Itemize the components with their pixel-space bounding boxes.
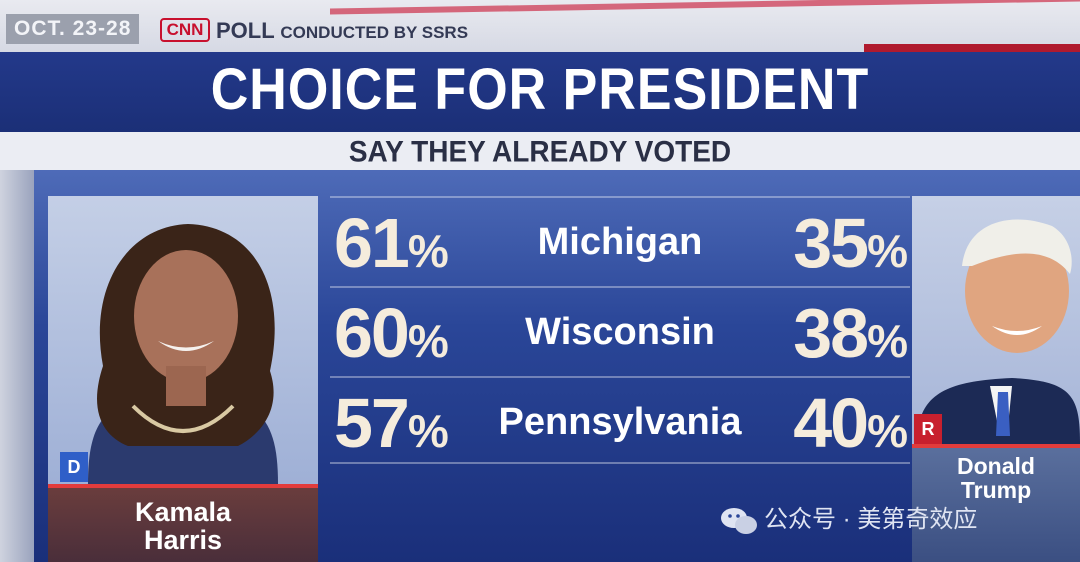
state-name: Wisconsin [525, 311, 715, 353]
percent-value: 35 [793, 204, 869, 282]
trump-percent: 40% [793, 384, 908, 470]
trump-percent: 38% [793, 294, 908, 380]
percent-value: 38 [793, 294, 869, 372]
candidate-name-bar-right: Donald Trump [912, 444, 1080, 562]
portrait-illustration [88, 224, 278, 484]
percent-value: 60 [334, 294, 410, 372]
percent-sign: % [867, 405, 908, 457]
page-title: CHOICE FOR PRESIDENT [210, 57, 870, 123]
percent-value: 40 [793, 384, 869, 462]
cnn-logo: CNN [160, 18, 210, 42]
harris-percent: 60% [334, 294, 449, 380]
date-tag: OCT. 23-28 [6, 14, 140, 44]
screen-edge [0, 170, 34, 562]
page-subtitle: SAY THEY ALREADY VOTED [348, 135, 732, 168]
percent-sign: % [407, 405, 449, 457]
candidate-photo-trump [912, 196, 1080, 444]
candidate-photo-harris [48, 196, 318, 484]
title-bar: CHOICE FOR PRESIDENT [0, 52, 1080, 132]
conducted-by: CONDUCTED BY SSRS [280, 23, 469, 42]
state-name: Pennsylvania [498, 401, 742, 443]
poll-label: POLL CONDUCTED BY SSRS [216, 18, 468, 44]
portrait-illustration [917, 219, 1080, 444]
state-name: Michigan [537, 221, 703, 263]
harris-percent: 61% [334, 204, 449, 290]
top-banner: OCT. 23-28 CNN POLL CONDUCTED BY SSRS [0, 0, 1080, 52]
percent-value: 57 [334, 384, 410, 462]
percent-sign: % [867, 225, 908, 277]
percent-value: 61 [334, 204, 410, 282]
decorative-stripe [330, 0, 1080, 15]
results-table: 61% Michigan 35% 60% Wisconsin 38% 57% P… [330, 196, 910, 476]
watermark: 公众号 · 美第奇效应 [720, 500, 1060, 540]
party-badge-republican: R [914, 414, 942, 444]
percent-sign: % [407, 315, 449, 367]
table-row: 57% Pennsylvania 40% [330, 376, 910, 464]
harris-percent: 57% [334, 384, 449, 470]
poll-word: POLL [216, 18, 275, 43]
candidate-name-trump: Donald Trump [957, 453, 1035, 503]
percent-sign: % [867, 315, 908, 367]
table-row: 61% Michigan 35% [330, 196, 910, 284]
percent-sign: % [407, 225, 449, 277]
wechat-icon [721, 507, 757, 534]
trump-percent: 35% [793, 204, 908, 290]
candidate-name-bar-left: Kamala Harris [48, 484, 318, 562]
table-row: 60% Wisconsin 38% [330, 286, 910, 374]
watermark-text: 公众号 · 美第奇效应 [764, 506, 978, 533]
subtitle-bar: SAY THEY ALREADY VOTED [0, 132, 1080, 170]
candidate-name-harris: Kamala Harris [134, 497, 232, 555]
party-badge-democrat: D [60, 452, 88, 482]
